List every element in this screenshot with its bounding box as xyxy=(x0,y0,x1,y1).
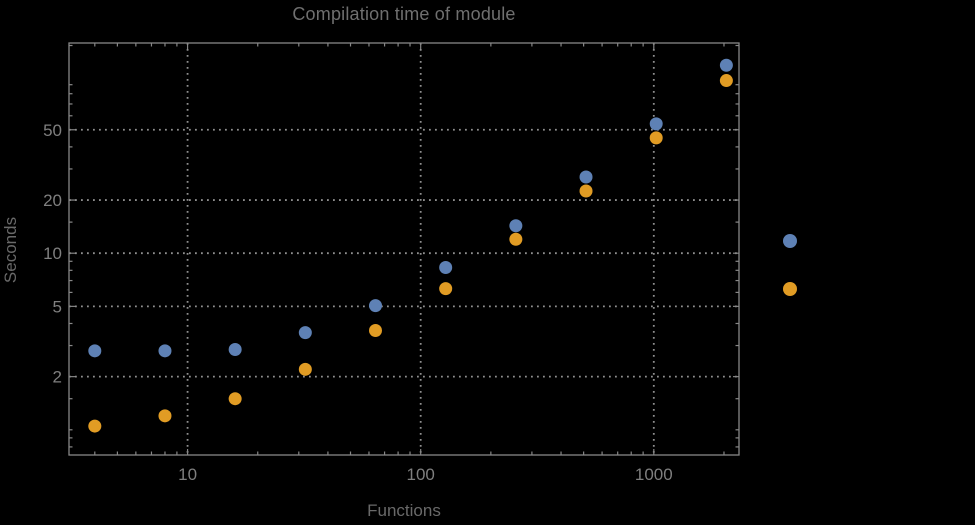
series-blue xyxy=(88,58,733,358)
data-point-series-blue-x512 xyxy=(579,170,593,184)
data-point-series-orange-x256 xyxy=(509,232,523,246)
y-tick-label-5: 5 xyxy=(53,297,62,316)
gridlines xyxy=(69,43,739,455)
legend xyxy=(783,234,797,296)
data-point-series-orange-x8 xyxy=(158,409,172,423)
legend-marker-blue xyxy=(783,234,797,248)
x-tick-labels: 10 100 1000 xyxy=(178,465,673,484)
data-point-series-orange-x4 xyxy=(88,419,102,433)
x-axis-label: Functions xyxy=(367,501,441,520)
legend-marker-orange xyxy=(783,282,797,296)
data-point-series-blue-x32 xyxy=(298,326,312,340)
y-tick-label-20: 20 xyxy=(43,191,62,210)
data-point-series-orange-x512 xyxy=(579,184,593,198)
data-point-series-blue-x256 xyxy=(509,219,523,233)
y-tick-labels: 2 5 10 20 50 xyxy=(43,121,62,387)
data-point-series-orange-x32 xyxy=(298,362,312,376)
data-point-series-blue-x64 xyxy=(369,299,383,313)
data-point-series-blue-x1024 xyxy=(649,117,663,131)
series-orange xyxy=(88,74,733,433)
data-point-series-blue-x128 xyxy=(439,260,453,274)
data-point-series-blue-x8 xyxy=(158,344,172,358)
data-point-series-orange-x2048 xyxy=(719,74,733,88)
data-point-series-orange-x64 xyxy=(369,324,383,338)
data-point-series-blue-x4 xyxy=(88,344,102,358)
data-point-series-blue-x2048 xyxy=(719,58,733,72)
y-tick-label-10: 10 xyxy=(43,244,62,263)
y-tick-label-2: 2 xyxy=(53,368,62,387)
data-point-series-orange-x1024 xyxy=(649,131,663,145)
x-tick-label-100: 100 xyxy=(406,465,434,484)
x-tick-label-1000: 1000 xyxy=(635,465,673,484)
x-tick-label-10: 10 xyxy=(178,465,197,484)
plot-frame xyxy=(68,42,740,456)
chart-title: Compilation time of module xyxy=(292,4,516,24)
y-tick-label-50: 50 xyxy=(43,121,62,140)
data-point-series-orange-x128 xyxy=(439,282,453,296)
axis-ticks xyxy=(69,43,739,455)
data-point-series-blue-x16 xyxy=(228,342,242,356)
data-point-series-orange-x16 xyxy=(228,392,242,406)
